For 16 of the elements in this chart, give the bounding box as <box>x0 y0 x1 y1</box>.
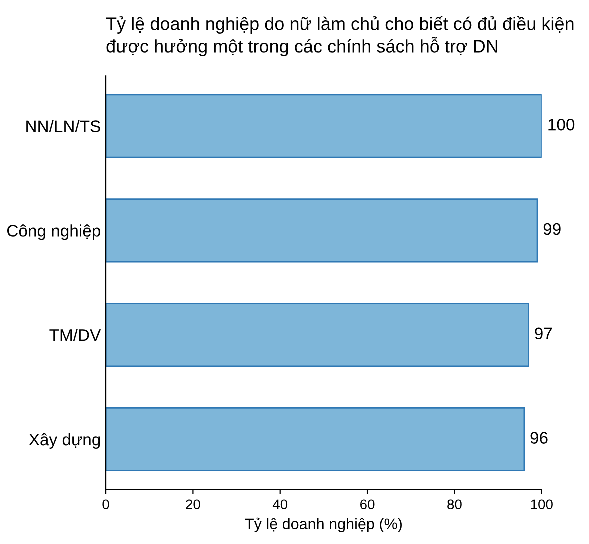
data-label: 97 <box>535 328 552 340</box>
x-axis-title: Tỷ lệ doanh nghiệp (%) <box>245 518 402 533</box>
y-tick-label: Công nghiệp <box>7 224 100 240</box>
x-tick-label: 0 <box>102 500 110 510</box>
chart-title: Tỷ lệ doanh nghiệp do nữ làm chủ cho biết có đủ điều kiện được hưởng một trong các chính sách hỗ trợ DN <box>106 16 574 56</box>
x-tick-label: 80 <box>448 500 462 510</box>
y-tick-label: NN/LN/TS <box>26 120 100 132</box>
x-tick-label: 40 <box>272 500 288 510</box>
x-tick-label: 60 <box>360 500 375 510</box>
x-tick-label: 20 <box>186 500 200 510</box>
y-tick-label: TM/DV <box>50 329 102 342</box>
data-label: 99 <box>544 223 561 236</box>
data-label: 96 <box>530 432 548 444</box>
y-tick-label: Xây dựng <box>29 433 100 450</box>
data-label: 100 <box>548 118 575 131</box>
x-tick-label: 100 <box>531 500 553 510</box>
